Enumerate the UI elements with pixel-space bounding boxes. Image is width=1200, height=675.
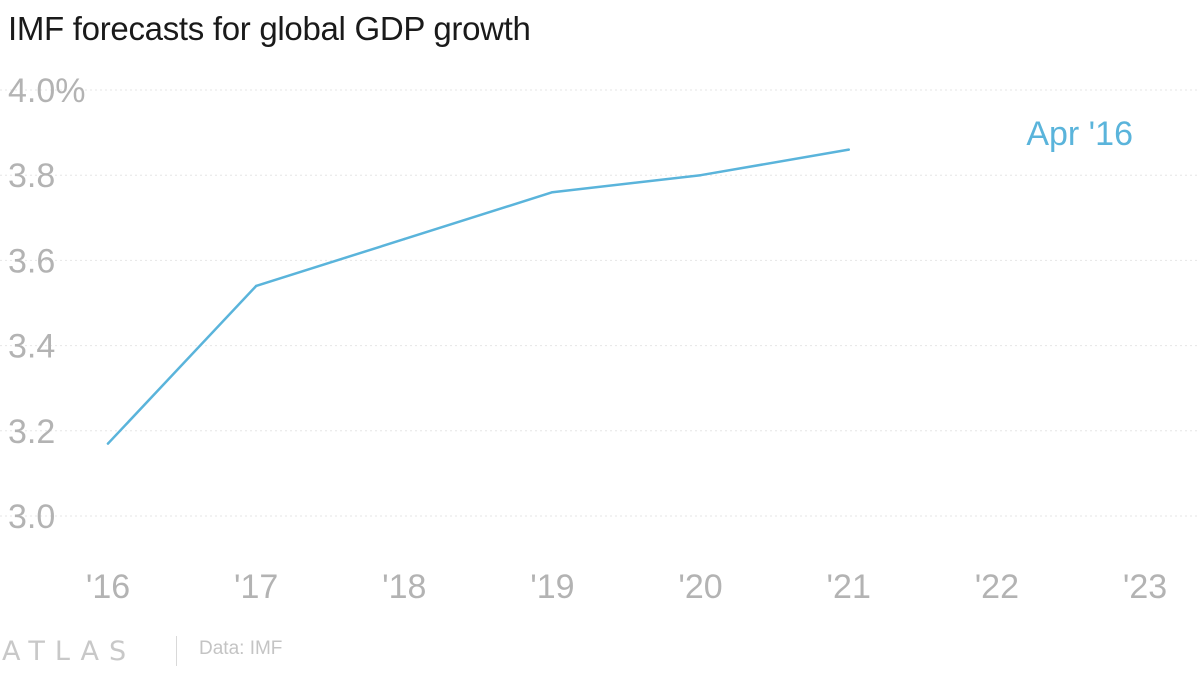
series-point — [106, 442, 110, 445]
series-label: Apr '16 — [1026, 115, 1133, 153]
chart-title: IMF forecasts for global GDP growth — [8, 10, 531, 47]
x-tick-label: '19 — [530, 568, 574, 606]
x-tick-label: '23 — [1123, 568, 1167, 606]
series-point — [551, 191, 554, 194]
y-tick-label: 3.6 — [8, 242, 55, 280]
footer: ATLAS Data: IMF — [0, 630, 600, 670]
series-line — [106, 148, 850, 445]
series-point — [403, 237, 406, 241]
series-point — [254, 284, 258, 288]
x-tick-label: '17 — [234, 568, 278, 606]
series-point — [847, 148, 850, 151]
x-tick-label: '22 — [975, 568, 1019, 606]
series-point — [699, 174, 702, 177]
y-tick-label: 3.0 — [8, 498, 55, 536]
atlas-logo: ATLAS — [2, 636, 137, 667]
x-tick-label: '21 — [827, 568, 871, 606]
x-tick-label: '16 — [86, 568, 130, 606]
x-tick-label: '18 — [382, 568, 426, 606]
x-tick-label: '20 — [678, 568, 722, 606]
data-source: Data: IMF — [199, 638, 283, 659]
footer-divider — [176, 636, 177, 666]
y-tick-label: 3.2 — [8, 413, 55, 451]
y-tick-label: 3.8 — [8, 157, 55, 195]
y-tick-label: 4.0% — [8, 72, 86, 110]
y-tick-label: 3.4 — [8, 328, 55, 366]
